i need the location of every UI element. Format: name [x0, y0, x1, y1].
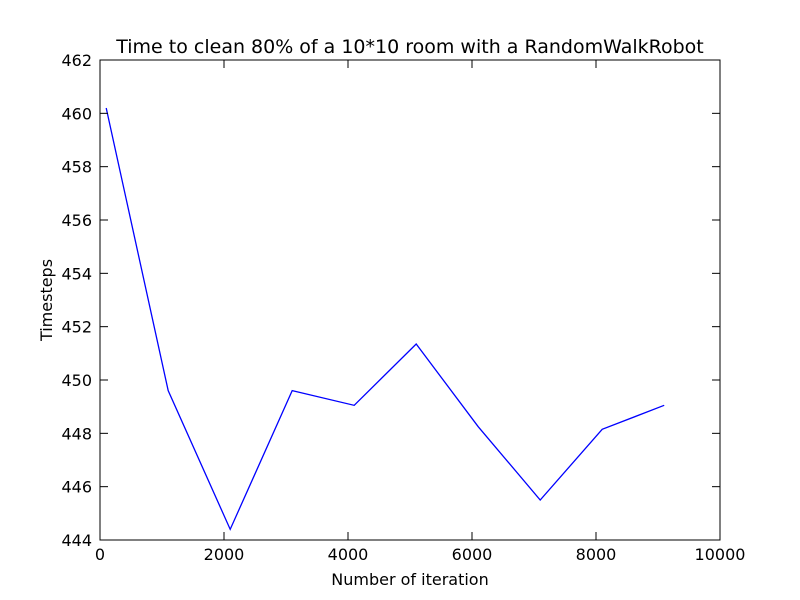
plot-area: 0 2000 4000 6000 8000 10000 444 446 448 450 452 454…: [61, 51, 745, 564]
y-tick-label: 454: [61, 264, 92, 283]
y-tick-label: 460: [61, 104, 92, 123]
x-tick-label: 8000: [576, 545, 617, 564]
y-tick-label: 448: [61, 424, 92, 443]
plot-frame: [99, 59, 721, 541]
x-tick-label: 4000: [328, 545, 369, 564]
x-axis-title: Number of iteration: [331, 570, 488, 589]
x-tick-label: 6000: [452, 545, 493, 564]
y-tick-label: 462: [61, 51, 92, 70]
y-tick-label: 444: [61, 531, 92, 550]
y-axis-title: Timesteps: [37, 259, 56, 342]
x-tick-label: 2000: [204, 545, 245, 564]
y-tick-label: 450: [61, 371, 92, 390]
x-tick-label: 0: [95, 545, 105, 564]
chart-title: Time to clean 80% of a 10*10 room with a…: [115, 36, 703, 58]
y-tick-label: 452: [61, 318, 92, 337]
x-tick-label: 10000: [695, 545, 746, 564]
y-tick-label: 456: [61, 211, 92, 230]
series-line-0: [105, 107, 665, 531]
y-tick-label: 458: [61, 158, 92, 177]
y-tick-label: 446: [61, 478, 92, 497]
